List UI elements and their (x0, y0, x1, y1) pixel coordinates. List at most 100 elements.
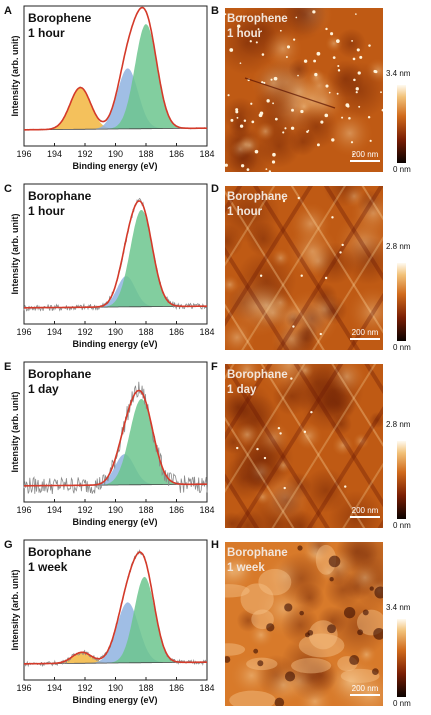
y-axis-label: Intensity (arb. unit) (10, 391, 20, 472)
fit-component-0 (24, 276, 207, 308)
bright-dot (250, 102, 253, 105)
bright-dot (255, 41, 258, 44)
bright-dot (356, 48, 360, 52)
panel-letter: G (4, 539, 13, 551)
bright-dot (251, 120, 255, 124)
bright-dot (246, 168, 250, 171)
dark-pit (327, 624, 336, 634)
panel-letter: H (211, 539, 219, 551)
y-axis-label: Intensity (arb. unit) (10, 35, 20, 116)
bright-dot (381, 108, 383, 112)
stm-panel-f: F Borophane 1 day 200 nm 2.8 nm 0 nm (211, 361, 411, 530)
spectrum (23, 549, 208, 668)
panel-letter: C (4, 183, 12, 195)
topography-patch (356, 644, 377, 665)
panel-title-line-1: Borophane (28, 367, 92, 381)
scale-bar-label: 200 nm (352, 150, 379, 159)
bright-dot (292, 325, 295, 328)
image-title-line-2: 1 hour (227, 28, 263, 40)
dark-pit (284, 603, 293, 612)
bright-dot (335, 39, 340, 43)
bright-dot (229, 48, 234, 52)
scale-bar-label: 200 nm (352, 506, 379, 515)
bright-dot (293, 38, 296, 41)
x-tick-label: 186 (169, 149, 184, 159)
bright-dot (295, 16, 298, 19)
color-bar (397, 263, 406, 341)
x-axis-label: Binding energy (eV) (72, 161, 157, 171)
bright-dot (303, 59, 308, 63)
panel-title-line-2: 1 hour (28, 26, 65, 40)
bright-dot (235, 110, 239, 114)
dark-pit (369, 586, 374, 591)
dark-pit (373, 627, 383, 640)
bright-dot (266, 99, 270, 103)
bright-domain (315, 544, 337, 575)
spectrum (23, 197, 208, 312)
x-tick-label: 194 (47, 505, 62, 515)
bright-domain (258, 568, 292, 596)
color-bar (397, 441, 406, 519)
color-bar-max: 2.8 nm (386, 242, 411, 251)
bright-dot (265, 168, 268, 171)
bright-dot (337, 69, 341, 72)
x-ticks: 196 194 192 190 188 186 184 (16, 499, 215, 515)
xps-panel-c: C Borophane 1 hour Intensity (arb. unit)… (4, 183, 215, 349)
bright-dot (227, 94, 230, 97)
bright-dot (277, 426, 281, 430)
bright-dot (352, 153, 355, 156)
bright-dot (352, 57, 356, 61)
topography-patch (317, 606, 348, 637)
bright-dot (355, 13, 357, 15)
bright-dot (313, 59, 317, 63)
y-axis-label: Intensity (arb. unit) (10, 569, 20, 650)
x-tick-label: 190 (108, 327, 123, 337)
color-bar-min: 0 nm (393, 699, 411, 708)
x-tick-label: 192 (77, 505, 92, 515)
panel-title-line-1: Borophane (28, 545, 92, 559)
topography-patch (274, 552, 328, 605)
dark-pit (297, 545, 303, 551)
color-bar-min: 0 nm (393, 165, 411, 174)
stm-image (225, 8, 383, 172)
bright-dot (357, 71, 361, 75)
bright-dot (236, 446, 239, 450)
bright-dot (263, 81, 266, 85)
dark-pit (328, 555, 341, 568)
x-axis-label: Binding energy (eV) (72, 695, 157, 705)
bright-dot (243, 119, 247, 123)
fit-component-2 (24, 24, 207, 130)
total-fit-line (24, 200, 208, 309)
x-ticks: 196 194 192 190 188 186 184 (16, 143, 215, 159)
x-tick-label: 188 (138, 505, 153, 515)
topography-patch (256, 121, 275, 141)
total-fit-line (24, 6, 208, 131)
fit-component-2 (24, 576, 207, 664)
bright-dot (341, 243, 344, 247)
fit-component-0 (24, 652, 207, 664)
x-tick-label: 194 (47, 149, 62, 159)
bright-dot (316, 51, 321, 56)
bright-dot (272, 102, 274, 105)
bright-domain (308, 620, 338, 650)
scale-bar (350, 160, 380, 162)
bright-dot (369, 139, 372, 142)
bright-dot (279, 432, 282, 435)
bright-dot (283, 486, 286, 490)
bright-dot (261, 53, 265, 56)
panel-letter: F (211, 361, 218, 373)
image-title-line-2: 1 day (227, 384, 257, 396)
bright-dot (380, 91, 382, 94)
x-tick-label: 194 (47, 683, 62, 693)
bright-domain (240, 583, 274, 615)
panel-letter: B (211, 5, 219, 17)
x-tick-label: 188 (138, 149, 153, 159)
bright-dot (290, 126, 295, 130)
bright-dot (235, 108, 239, 112)
color-bar-min: 0 nm (393, 521, 411, 530)
spectrum (23, 6, 208, 131)
topography-patch (225, 12, 279, 75)
bright-dot (225, 163, 228, 167)
panel-title-line-2: 1 week (28, 560, 68, 574)
x-tick-label: 196 (16, 149, 31, 159)
